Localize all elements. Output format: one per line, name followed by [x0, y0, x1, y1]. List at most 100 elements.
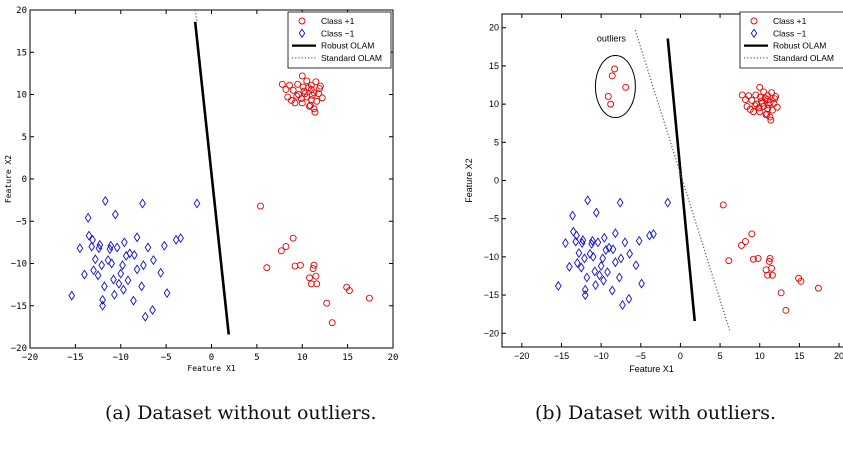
class-pos-point — [756, 83, 764, 91]
class-pos-point — [284, 93, 292, 101]
class-neg-point — [144, 242, 152, 253]
class-neg-point — [664, 197, 672, 208]
class-neg-point — [140, 260, 147, 271]
class-neg-point — [600, 232, 608, 243]
class-pos-point — [754, 254, 762, 262]
class-pos-point — [765, 258, 773, 265]
x-tick-label: −15 — [554, 351, 569, 361]
class-pos-point — [309, 265, 317, 273]
x-tick-label: 5 — [254, 353, 259, 363]
class-neg-point — [150, 255, 157, 266]
class-pos-point — [797, 277, 805, 285]
x-tick-label: 0 — [209, 353, 214, 363]
class-pos-point — [738, 241, 745, 249]
legend-label: Robust OLAM — [321, 41, 374, 51]
class-neg-point — [581, 284, 589, 295]
class-neg-point — [591, 266, 599, 277]
class-pos-point — [345, 287, 353, 294]
legend-label: Standard OLAM — [321, 53, 382, 63]
standard-olam-line — [194, 9, 198, 22]
class-neg-point — [600, 275, 607, 286]
class-neg-point — [130, 295, 137, 306]
class-pos-point — [303, 77, 311, 85]
class-pos-point — [289, 86, 297, 94]
class-pos-point — [762, 111, 770, 119]
class-neg-point — [157, 267, 165, 278]
y-tick-label: 0 — [494, 176, 499, 186]
class-neg-point — [604, 267, 611, 278]
class-neg-point — [609, 244, 617, 255]
y-axis-label: Feature X2 — [464, 158, 474, 203]
class-pos-point — [814, 284, 822, 292]
class-pos-point — [323, 299, 331, 307]
y-tick-label: 10 — [16, 91, 27, 101]
class-neg-point — [566, 261, 573, 272]
x-tick-label: 10 — [297, 353, 308, 363]
class-pos-point — [755, 104, 763, 112]
class-neg-point — [593, 207, 600, 218]
class-neg-point — [602, 244, 610, 256]
y-tick-label: 15 — [489, 61, 499, 71]
class-pos-point — [771, 95, 779, 103]
class-neg-point — [99, 294, 106, 305]
class-neg-point — [131, 250, 138, 261]
class-pos-point — [313, 280, 321, 288]
legend-label: Class −1 — [321, 28, 355, 38]
x-tick-label: 0 — [678, 351, 683, 361]
class-neg-point — [88, 241, 96, 252]
y-tick-label: 20 — [489, 23, 499, 33]
class-pos-point — [313, 97, 321, 105]
x-tick-label: 10 — [755, 351, 765, 361]
class-pos-point — [299, 83, 307, 91]
y-tick-label: −10 — [11, 260, 27, 270]
class-neg-point — [104, 255, 112, 266]
class-neg-point — [581, 290, 589, 301]
legend-label: Class +1 — [773, 16, 807, 26]
class-pos-point — [296, 261, 304, 269]
class-pos-point — [282, 243, 290, 251]
class-pos-point — [278, 80, 286, 88]
class-pos-point — [604, 93, 612, 100]
x-tick-label: −20 — [514, 351, 529, 361]
class-pos-point — [764, 96, 772, 103]
x-axis-label: Feature X1 — [629, 364, 674, 374]
class-pos-point — [298, 99, 306, 107]
class-pos-point — [719, 201, 727, 209]
class-pos-point — [767, 116, 775, 124]
class-neg-point — [141, 311, 149, 322]
class-pos-point — [757, 93, 764, 101]
class-pos-point — [745, 92, 753, 100]
class-neg-point — [626, 248, 634, 259]
class-neg-point — [612, 257, 619, 268]
legend-marker-class-neg — [298, 28, 306, 39]
class-neg-point — [589, 235, 596, 246]
y-tick-label: −15 — [484, 290, 499, 300]
class-neg-point — [569, 210, 576, 221]
class-pos-point — [766, 254, 774, 262]
class-neg-point — [575, 248, 583, 259]
class-neg-point — [139, 198, 146, 209]
x-tick-label: 5 — [718, 351, 723, 361]
x-tick-label: −20 — [22, 353, 38, 363]
class-pos-point — [738, 91, 746, 99]
class-neg-point — [617, 253, 625, 264]
class-neg-point — [586, 248, 594, 259]
y-tick-label: 5 — [494, 137, 499, 147]
class-neg-point — [96, 239, 104, 250]
y-tick-label: 10 — [489, 99, 499, 109]
class-pos-point — [768, 264, 776, 272]
class-pos-point — [257, 202, 264, 210]
class-pos-point — [768, 89, 776, 97]
class-pos-point — [311, 108, 319, 116]
class-neg-point — [124, 275, 132, 286]
class-pos-point — [365, 294, 373, 302]
x-tick-label: 20 — [834, 351, 843, 361]
class-neg-point — [68, 290, 76, 301]
class-pos-point — [307, 85, 315, 93]
class-neg-point — [119, 260, 126, 271]
class-pos-point — [289, 234, 297, 242]
class-pos-point — [773, 103, 781, 111]
class-neg-point — [90, 265, 97, 276]
class-neg-point — [612, 228, 619, 239]
class-pos-point — [312, 272, 320, 280]
